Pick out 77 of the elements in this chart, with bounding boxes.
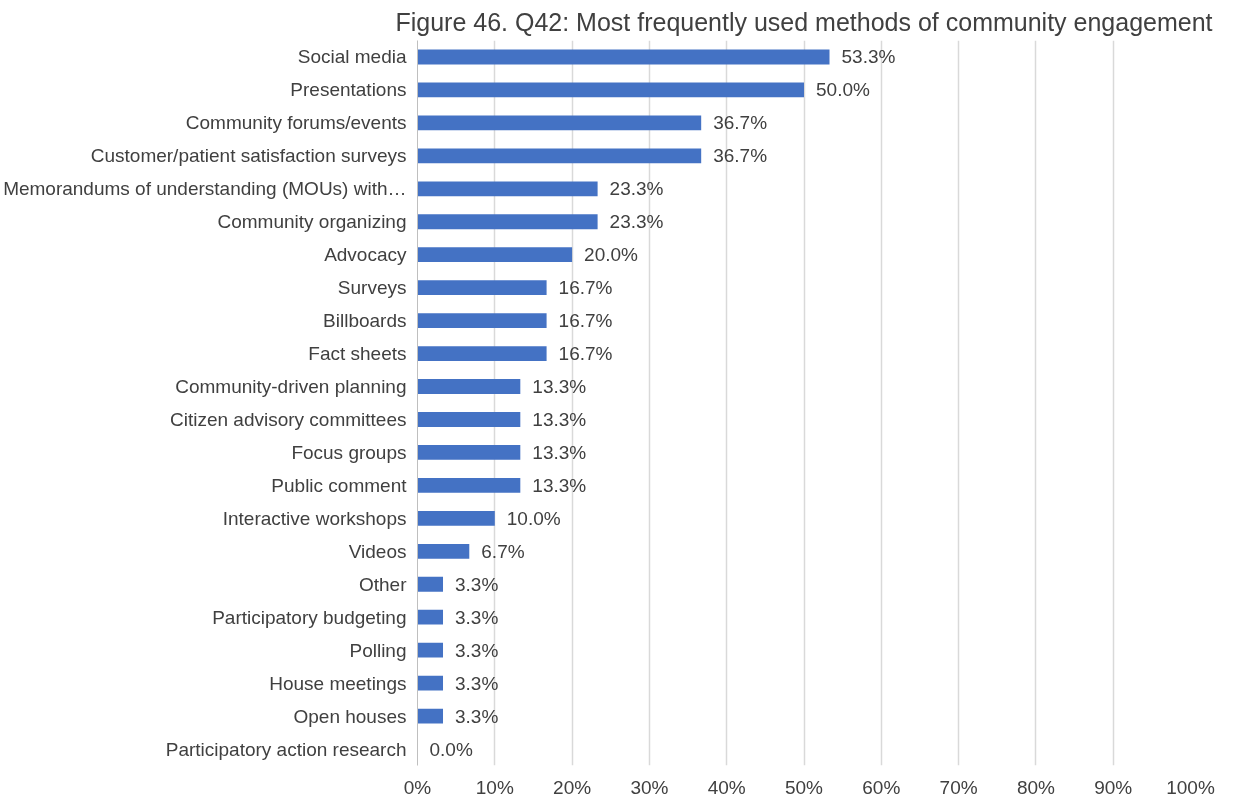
y-tick-label: Community organizing (217, 211, 407, 233)
bar (417, 708, 444, 724)
bar (417, 148, 702, 164)
y-tick-label: Community-driven planning (175, 376, 407, 398)
x-tick-label: 70% (939, 776, 978, 798)
y-tick-label: Presentations (290, 79, 407, 101)
bar (417, 477, 521, 493)
data-label: 3.3% (455, 705, 499, 727)
y-tick-label: Participatory action research (165, 738, 407, 760)
bar (417, 609, 444, 625)
y-tick-label: Other (358, 573, 408, 595)
bar (417, 642, 444, 658)
data-label: 50.0% (816, 79, 870, 101)
bar (417, 543, 470, 559)
y-tick-label: Videos (348, 540, 407, 562)
y-tick-label: Fact sheets (308, 343, 407, 365)
bar (417, 115, 702, 131)
bar (417, 181, 598, 197)
y-tick-label: Memorandums of understanding (MOUs) with… (3, 178, 407, 200)
y-tick-label: Participatory budgeting (212, 606, 407, 628)
x-tick-label: 0% (403, 776, 432, 798)
bar (417, 82, 804, 98)
bar (417, 510, 495, 526)
bar (417, 576, 444, 592)
data-label: 16.7% (558, 343, 613, 365)
data-label: 0.0% (429, 738, 473, 760)
x-tick-label: 60% (862, 776, 901, 798)
y-tick-label: Customer/patient satisfaction surveys (90, 145, 407, 167)
data-label: 13.3% (532, 474, 587, 496)
bar (417, 313, 547, 329)
x-tick-label: 30% (630, 776, 669, 798)
data-label: 6.7% (481, 540, 525, 562)
data-label: 36.7% (713, 145, 768, 167)
y-tick-label: Billboards (323, 310, 407, 332)
data-label: 53.3% (841, 46, 896, 68)
bar (417, 379, 521, 394)
data-label: 13.3% (532, 408, 587, 430)
x-tick-label: 10% (475, 776, 514, 798)
data-label: 3.3% (455, 672, 499, 694)
y-tick-label: Surveys (337, 277, 407, 299)
data-label: 36.7% (713, 112, 768, 134)
bar (417, 49, 830, 65)
data-label: 23.3% (609, 178, 664, 200)
y-tick-label: Polling (349, 639, 407, 661)
data-label: 13.3% (532, 441, 587, 463)
y-tick-label: Interactive workshops (222, 507, 407, 529)
x-tick-label: 20% (553, 776, 592, 798)
x-tick-label: 40% (707, 776, 746, 798)
data-label: 16.7% (558, 277, 613, 299)
x-tick-label: 90% (1094, 776, 1133, 798)
bar (417, 346, 547, 361)
chart-title: Figure 46. Q42: Most frequently used methods of community engagement (395, 7, 1213, 36)
data-label: 16.7% (558, 310, 613, 332)
y-tick-label: House meetings (269, 672, 407, 694)
data-label: 3.3% (455, 606, 499, 628)
bar (417, 445, 521, 460)
bar (417, 280, 547, 296)
x-tick-label: 50% (784, 776, 824, 798)
data-label: 13.3% (532, 376, 587, 398)
data-label: 3.3% (455, 573, 499, 595)
bar (417, 675, 444, 691)
y-tick-label: Open houses (293, 705, 407, 727)
bar (417, 412, 521, 427)
y-tick-label: Advocacy (324, 244, 407, 266)
x-tick-label: 80% (1016, 776, 1056, 798)
data-label: 23.3% (609, 211, 664, 233)
data-label: 20.0% (584, 244, 639, 266)
data-label: 10.0% (506, 507, 561, 529)
y-tick-label: Focus groups (291, 441, 407, 463)
y-tick-label: Public comment (271, 474, 408, 496)
x-tick-label: 100% (1166, 776, 1215, 798)
bar (417, 247, 573, 263)
y-tick-label: Citizen advisory committees (169, 408, 407, 430)
data-label: 3.3% (455, 639, 499, 661)
bar (417, 214, 598, 230)
y-tick-label: Community forums/events (185, 112, 407, 134)
y-tick-label: Social media (297, 46, 407, 68)
